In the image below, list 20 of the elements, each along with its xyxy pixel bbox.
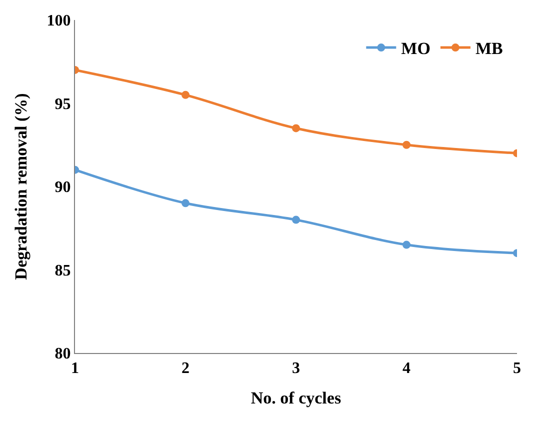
- point: [182, 90, 190, 99]
- point: [402, 240, 410, 249]
- legend-label: MB: [475, 39, 503, 58]
- point: [292, 216, 300, 224]
- x-tick-label: 1: [71, 360, 79, 378]
- y-tick-label: 100: [46, 12, 71, 30]
- x-tick-label: 3: [292, 360, 300, 378]
- y-tick-label: 90: [54, 179, 71, 196]
- point: [182, 199, 190, 208]
- y-tick-label: 80: [54, 346, 71, 363]
- legend-label: MO: [401, 39, 430, 58]
- x-tick-label: 5: [513, 360, 521, 378]
- y-tick-label: 85: [54, 262, 71, 280]
- point: [402, 140, 410, 149]
- x-tick-label: 2: [182, 360, 190, 378]
- point: [292, 124, 300, 132]
- y-axis-title: Degradation removal (%): [11, 93, 30, 280]
- y-tick-label: 95: [54, 96, 71, 113]
- x-tick-label: 4: [402, 360, 410, 378]
- x-axis-title: No. of cycles: [250, 388, 342, 408]
